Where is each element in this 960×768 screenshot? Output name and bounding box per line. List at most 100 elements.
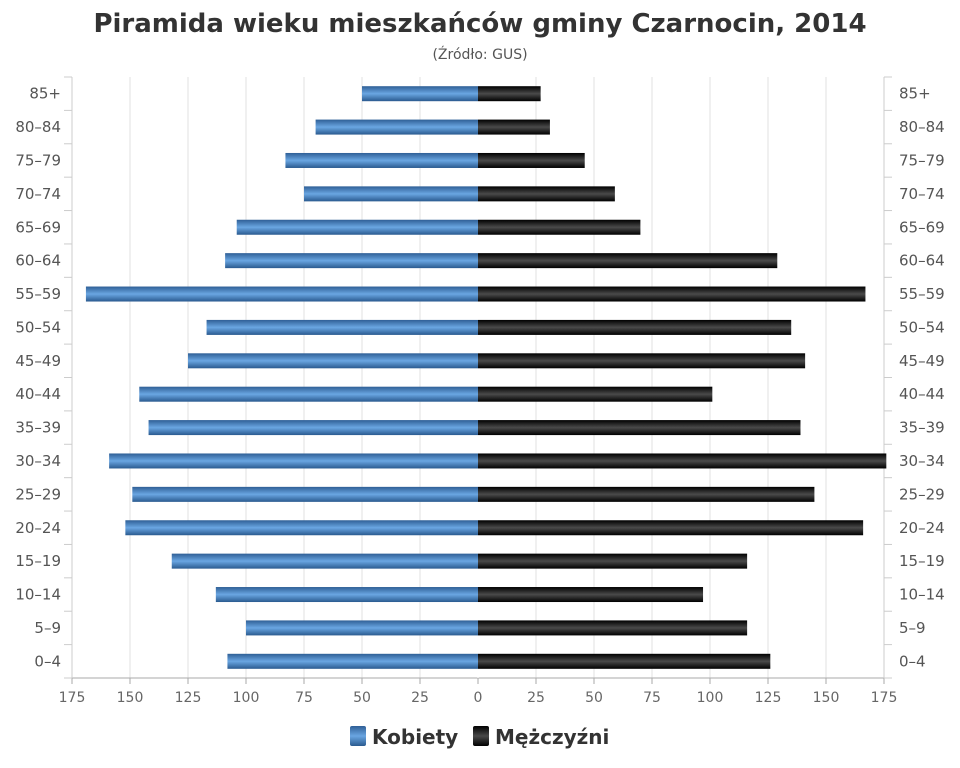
x-tick-label: 50 [353, 690, 371, 706]
category-label-left: 20–24 [15, 519, 61, 537]
bar-mezczyzni [478, 253, 778, 269]
x-tick-label: 75 [295, 690, 313, 706]
category-label-right: 70–74 [899, 185, 945, 203]
category-label-left: 80–84 [15, 118, 61, 136]
grid-lines [129, 77, 827, 678]
axes [64, 76, 892, 684]
category-label-left: 70–74 [15, 185, 61, 203]
bar-kobiety [227, 653, 478, 669]
category-label-left: 50–54 [15, 318, 61, 336]
bar-kobiety [188, 353, 478, 369]
bars [85, 86, 887, 669]
bar-mezczyzni [478, 520, 864, 536]
bar-mezczyzni [478, 386, 713, 402]
x-tick-label: 175 [871, 690, 898, 706]
bar-mezczyzni [478, 453, 887, 469]
bar-mezczyzni [478, 319, 792, 335]
category-label-right: 0–4 [899, 652, 926, 670]
x-tick-label: 25 [411, 690, 429, 706]
category-label-left: 15–19 [15, 552, 61, 570]
x-tick-label: 100 [233, 690, 260, 706]
category-label-left: 75–79 [15, 151, 61, 169]
bar-kobiety [125, 520, 479, 536]
bar-kobiety [85, 286, 479, 302]
category-label-left: 0–4 [34, 652, 61, 670]
category-label-right: 5–9 [899, 619, 926, 637]
bar-kobiety [362, 86, 478, 102]
x-tick-label: 75 [643, 690, 661, 706]
legend-label-mezczyzni: Mężczyźni [495, 725, 609, 749]
bar-kobiety [225, 253, 478, 269]
bar-kobiety [109, 453, 479, 469]
category-label-right: 35–39 [899, 419, 945, 437]
legend-swatch-kobiety [350, 726, 366, 746]
category-label-right: 10–14 [899, 586, 945, 604]
x-tick-label: 150 [813, 690, 840, 706]
bar-kobiety [236, 219, 478, 235]
bar-kobiety [285, 152, 478, 168]
legend-item-mezczyzni[interactable]: Mężczyźni [473, 725, 609, 749]
bar-kobiety [246, 620, 478, 636]
x-tick-labels: 175 150 125 100 75 50 25 0 25 50 75 100 125 150 175 [59, 690, 898, 706]
bar-mezczyzni [478, 620, 748, 636]
category-label-right: 55–59 [899, 285, 945, 303]
category-label-left: 40–44 [15, 385, 61, 403]
x-tick-label: 175 [59, 690, 86, 706]
category-label-right: 65–69 [899, 218, 945, 236]
category-label-right: 20–24 [899, 519, 945, 537]
x-tick-label: 0 [474, 690, 483, 706]
bar-mezczyzni [478, 420, 801, 436]
legend-item-kobiety[interactable]: Kobiety [350, 725, 458, 749]
bar-mezczyzni [478, 553, 748, 569]
bar-mezczyzni [478, 587, 704, 603]
x-tick-label: 125 [175, 690, 202, 706]
bar-kobiety [304, 186, 478, 202]
bar-kobiety [132, 486, 478, 502]
category-label-left: 60–64 [15, 252, 61, 270]
x-tick-label: 125 [755, 690, 782, 706]
bar-mezczyzni [478, 653, 771, 669]
legend: Kobiety Mężczyźni [350, 725, 609, 749]
bar-kobiety [215, 587, 478, 603]
category-label-left: 85+ [29, 85, 61, 103]
bar-kobiety [171, 553, 478, 569]
x-tick-label: 100 [697, 690, 724, 706]
category-label-right: 15–19 [899, 552, 945, 570]
category-label-left: 55–59 [15, 285, 61, 303]
bar-kobiety [206, 319, 478, 335]
x-tick-label: 25 [527, 690, 545, 706]
category-label-right: 85+ [899, 85, 931, 103]
legend-label-kobiety: Kobiety [372, 725, 458, 749]
category-label-right: 80–84 [899, 118, 945, 136]
category-label-right: 75–79 [899, 151, 945, 169]
bar-mezczyzni [478, 486, 815, 502]
x-tick-label: 150 [117, 690, 144, 706]
category-label-left: 35–39 [15, 419, 61, 437]
category-label-left: 25–29 [15, 485, 61, 503]
category-label-right: 40–44 [899, 385, 945, 403]
bar-mezczyzni [478, 353, 806, 369]
bar-mezczyzni [478, 219, 641, 235]
category-label-right: 25–29 [899, 485, 945, 503]
category-label-right: 50–54 [899, 318, 945, 336]
category-label-left: 30–34 [15, 452, 61, 470]
bar-kobiety [315, 119, 478, 135]
chart-subtitle: (Źródło: GUS) [432, 45, 527, 63]
bar-mezczyzni [478, 152, 585, 168]
category-label-left: 65–69 [15, 218, 61, 236]
chart-title: Piramida wieku mieszkańców gminy Czarnoc… [93, 9, 866, 39]
category-label-right: 60–64 [899, 252, 945, 270]
bar-mezczyzni [478, 286, 866, 302]
legend-swatch-mezczyzni [473, 726, 489, 746]
bar-mezczyzni [478, 86, 541, 102]
bar-kobiety [139, 386, 478, 402]
category-label-left: 45–49 [15, 352, 61, 370]
category-labels: 85+ 85+ 80–84 80–84 75–79 75–79 70–74 70–74 65–6… [15, 85, 944, 671]
category-label-right: 30–34 [899, 452, 945, 470]
bar-mezczyzni [478, 186, 615, 202]
x-tick-label: 50 [585, 690, 603, 706]
bar-kobiety [148, 420, 478, 436]
bar-mezczyzni [478, 119, 550, 135]
category-label-left: 10–14 [15, 586, 61, 604]
